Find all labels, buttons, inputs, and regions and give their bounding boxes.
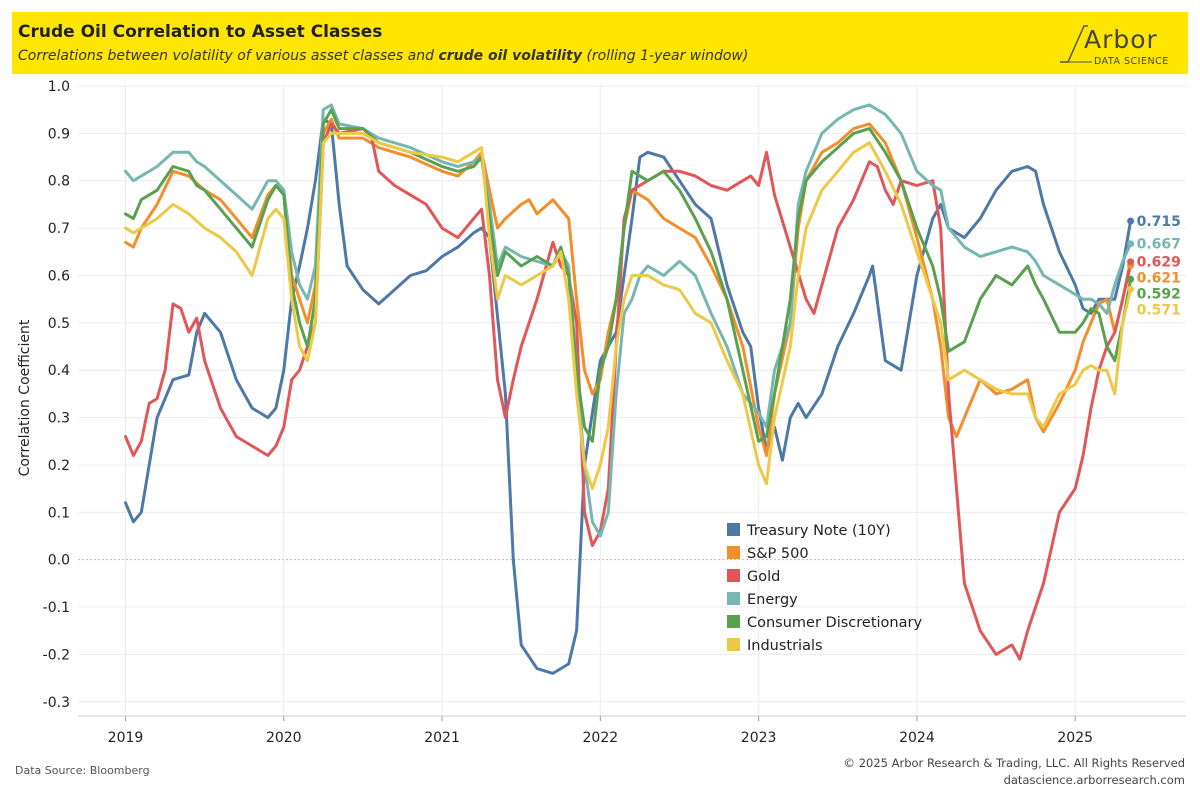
- y-tick-label: 0.0: [48, 553, 70, 569]
- legend-swatch: [727, 638, 740, 651]
- y-tick-label: -0.3: [43, 695, 70, 711]
- y-tick-label: 0.1: [48, 505, 70, 521]
- data-source: Data Source: Bloomberg: [15, 764, 150, 777]
- y-axis-label: Correlation Coefficient: [17, 319, 33, 476]
- logo-subtitle: DATA SCIENCE: [1094, 56, 1169, 67]
- legend-swatch: [727, 592, 740, 605]
- legend-label: Energy: [747, 592, 798, 608]
- series-end-label: 0.629: [1137, 255, 1181, 271]
- series-end-dot: [1127, 285, 1135, 293]
- y-tick-label: 0.9: [48, 126, 70, 142]
- x-axis-ticks: 2019 2020 2021 2022 2023 2024 2025: [78, 715, 1186, 746]
- y-axis-ticks: 1.0 0.9 0.8 0.7 0.6 0.5 0.4 0.3 0.2 0.1 0.0 -0.1 -0.…: [43, 79, 70, 711]
- x-tick-label: 2024: [899, 730, 935, 746]
- y-tick-label: 0.4: [48, 363, 70, 379]
- y-tick-label: 0.3: [48, 411, 70, 427]
- series-end-dot: [1127, 275, 1135, 283]
- x-tick-label: 2019: [108, 730, 144, 746]
- copyright-text: © 2025 Arbor Research & Trading, LLC. Al…: [843, 756, 1185, 770]
- header-banner: Crude Oil Correlation to Asset Classes C…: [12, 12, 1188, 74]
- legend-swatch: [727, 546, 740, 559]
- legend-label: Treasury Note (10Y): [746, 523, 891, 539]
- legend-swatch: [727, 523, 740, 536]
- x-tick-label: 2021: [424, 730, 460, 746]
- series-end-label: 0.571: [1137, 303, 1181, 319]
- footer-url: datascience.arborresearch.com: [1003, 773, 1185, 787]
- logo-word: Arbor: [1084, 25, 1158, 54]
- legend-label: S&P 500: [747, 546, 809, 562]
- series-end-dot: [1127, 240, 1135, 248]
- subtitle-text: Correlations between volatility of vario…: [18, 48, 439, 64]
- x-tick-label: 2025: [1057, 730, 1093, 746]
- series-line-energy: [124, 103, 1133, 538]
- y-tick-label: 0.5: [48, 316, 70, 332]
- x-tick-label: 2020: [266, 730, 302, 746]
- y-tick-label: -0.1: [43, 600, 70, 616]
- series-end-dot: [1127, 217, 1135, 225]
- y-tick-label: 0.6: [48, 268, 70, 284]
- y-tick-label: 0.2: [48, 458, 70, 474]
- legend-label: Consumer Discretionary: [747, 615, 922, 631]
- y-tick-label: 1.0: [48, 79, 70, 95]
- x-tick-label: 2023: [741, 730, 777, 746]
- legend-label: Gold: [747, 569, 780, 585]
- legend: Treasury Note (10Y) S&P 500 Gold Energy Cons…: [727, 523, 922, 654]
- logo-mark-icon: [1060, 25, 1092, 63]
- series-lines: [124, 103, 1133, 675]
- series-end-label: 0.592: [1137, 287, 1181, 303]
- legend-label: Industrials: [747, 638, 823, 654]
- x-tick-label: 2022: [583, 730, 619, 746]
- subtitle-bold-text: crude oil volatility: [438, 48, 583, 64]
- series-end-label: 0.621: [1137, 271, 1181, 287]
- series-line-consumer-discretionary: [124, 108, 1133, 443]
- series-end-dot: [1127, 258, 1135, 266]
- legend-swatch: [727, 615, 740, 628]
- chart-title: Crude Oil Correlation to Asset Classes: [18, 22, 383, 42]
- y-tick-label: -0.2: [43, 647, 70, 663]
- chart-subtitle: Correlations between volatility of vario…: [18, 48, 748, 64]
- subtitle-window-text: (rolling 1-year window): [582, 48, 749, 64]
- series-line-gold: [124, 122, 1133, 661]
- footer-credits: © 2025 Arbor Research & Trading, LLC. Al…: [844, 755, 1185, 789]
- legend-swatch: [727, 569, 740, 582]
- arbor-logo: Arbor DATA SCIENCE: [1058, 18, 1178, 70]
- series-line-industrials: [124, 131, 1133, 491]
- y-tick-label: 0.8: [48, 174, 70, 190]
- series-end-label: 0.667: [1137, 237, 1181, 253]
- series-end-label: 0.715: [1137, 214, 1181, 230]
- y-tick-label: 0.7: [48, 221, 70, 237]
